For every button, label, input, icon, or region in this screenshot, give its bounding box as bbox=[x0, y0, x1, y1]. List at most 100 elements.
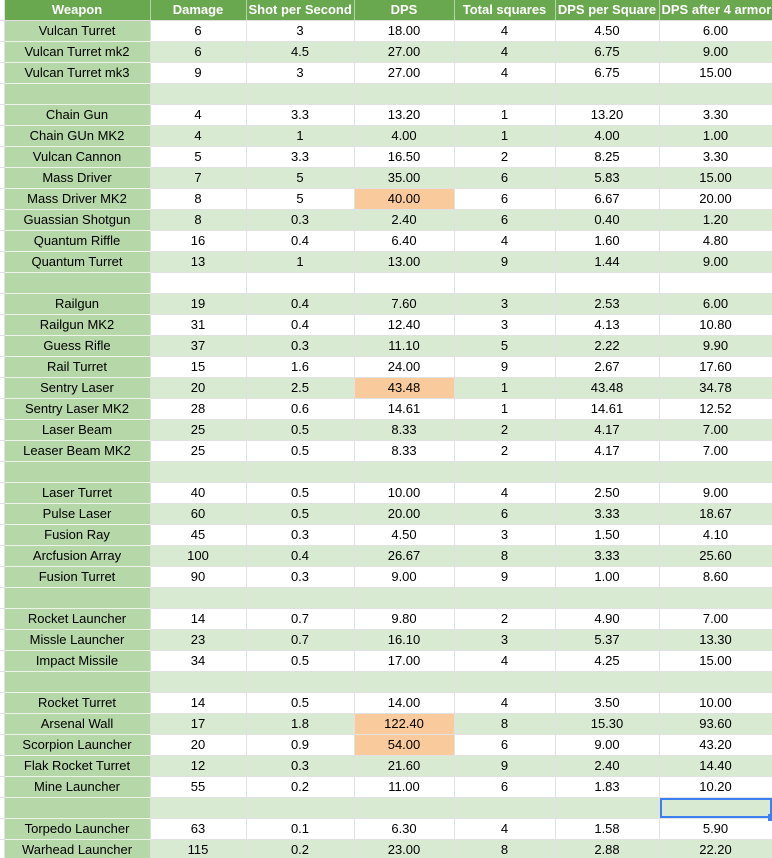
cell[interactable]: 8 bbox=[454, 545, 556, 567]
cell[interactable] bbox=[454, 461, 556, 483]
cell[interactable]: 2 bbox=[454, 608, 556, 630]
weapon-cell[interactable]: Missle Launcher bbox=[4, 629, 151, 651]
cell[interactable]: 13.00 bbox=[354, 251, 455, 273]
cell[interactable]: 6.40 bbox=[354, 230, 455, 252]
cell[interactable]: 4.50 bbox=[555, 20, 660, 42]
cell[interactable]: 11.00 bbox=[354, 776, 455, 798]
cell[interactable]: 55 bbox=[150, 776, 247, 798]
cell[interactable]: 28 bbox=[150, 398, 247, 420]
cell[interactable] bbox=[659, 461, 772, 483]
cell[interactable]: 11.10 bbox=[354, 335, 455, 357]
weapon-cell[interactable]: Warhead Launcher bbox=[4, 839, 151, 858]
weapon-cell[interactable]: Pulse Laser bbox=[4, 503, 151, 525]
cell[interactable]: 14.61 bbox=[354, 398, 455, 420]
cell[interactable]: 8.60 bbox=[659, 566, 772, 588]
cell[interactable] bbox=[150, 797, 247, 819]
weapon-cell[interactable]: Fusion Ray bbox=[4, 524, 151, 546]
cell[interactable]: 5.37 bbox=[555, 629, 660, 651]
cell[interactable]: 6.00 bbox=[659, 20, 772, 42]
cell[interactable]: 5.90 bbox=[659, 818, 772, 840]
cell[interactable]: 14.61 bbox=[555, 398, 660, 420]
cell[interactable]: 13.30 bbox=[659, 629, 772, 651]
weapon-cell[interactable] bbox=[4, 587, 151, 609]
cell[interactable]: 3 bbox=[454, 629, 556, 651]
cell[interactable]: 3 bbox=[246, 20, 355, 42]
cell[interactable]: 35.00 bbox=[354, 167, 455, 189]
cell[interactable] bbox=[454, 587, 556, 609]
cell[interactable]: 60 bbox=[150, 503, 247, 525]
cell[interactable]: 8 bbox=[454, 839, 556, 858]
cell[interactable]: 40.00 bbox=[354, 188, 455, 210]
cell[interactable]: 3.3 bbox=[246, 146, 355, 168]
cell[interactable]: 3.50 bbox=[555, 692, 660, 714]
cell[interactable]: 4.13 bbox=[555, 314, 660, 336]
cell[interactable]: 6 bbox=[454, 503, 556, 525]
cell[interactable]: 24.00 bbox=[354, 356, 455, 378]
cell[interactable]: 4 bbox=[150, 104, 247, 126]
cell[interactable]: 12.52 bbox=[659, 398, 772, 420]
cell[interactable]: 1 bbox=[246, 125, 355, 147]
cell[interactable]: 8 bbox=[150, 188, 247, 210]
cell[interactable] bbox=[354, 587, 455, 609]
cell[interactable] bbox=[454, 671, 556, 693]
cell[interactable]: 16.10 bbox=[354, 629, 455, 651]
cell[interactable]: 34.78 bbox=[659, 377, 772, 399]
cell[interactable]: 23 bbox=[150, 629, 247, 651]
cell[interactable]: 4 bbox=[454, 650, 556, 672]
cell[interactable]: 6 bbox=[150, 41, 247, 63]
cell[interactable]: 9.00 bbox=[659, 251, 772, 273]
cell[interactable]: 25 bbox=[150, 440, 247, 462]
column-header[interactable]: DPS per Square bbox=[555, 0, 660, 21]
cell[interactable]: 21.60 bbox=[354, 755, 455, 777]
weapon-cell[interactable]: Guess Rifle bbox=[4, 335, 151, 357]
cell[interactable]: 4 bbox=[454, 482, 556, 504]
cell[interactable] bbox=[555, 797, 660, 819]
cell[interactable]: 0.4 bbox=[246, 293, 355, 315]
weapon-cell[interactable]: Arsenal Wall bbox=[4, 713, 151, 735]
cell[interactable]: 2.88 bbox=[555, 839, 660, 858]
cell[interactable]: 8.25 bbox=[555, 146, 660, 168]
cell[interactable]: 8.33 bbox=[354, 440, 455, 462]
cell[interactable]: 3 bbox=[246, 62, 355, 84]
cell[interactable]: 2 bbox=[454, 419, 556, 441]
cell[interactable]: 13.20 bbox=[354, 104, 455, 126]
cell[interactable]: 4.50 bbox=[354, 524, 455, 546]
cell[interactable]: 0.5 bbox=[246, 503, 355, 525]
cell[interactable]: 115 bbox=[150, 839, 247, 858]
cell[interactable]: 12.40 bbox=[354, 314, 455, 336]
cell[interactable]: 8.33 bbox=[354, 419, 455, 441]
weapon-cell[interactable]: Laser Turret bbox=[4, 482, 151, 504]
cell[interactable]: 0.4 bbox=[246, 314, 355, 336]
cell[interactable]: 0.3 bbox=[246, 335, 355, 357]
cell[interactable]: 1.20 bbox=[659, 209, 772, 231]
cell[interactable]: 4 bbox=[454, 41, 556, 63]
cell[interactable]: 14 bbox=[150, 608, 247, 630]
weapon-cell[interactable] bbox=[4, 797, 151, 819]
cell[interactable] bbox=[150, 83, 247, 105]
cell[interactable]: 4.00 bbox=[354, 125, 455, 147]
cell[interactable] bbox=[150, 461, 247, 483]
cell[interactable]: 2.22 bbox=[555, 335, 660, 357]
cell[interactable]: 0.5 bbox=[246, 482, 355, 504]
cell[interactable]: 4.25 bbox=[555, 650, 660, 672]
cell[interactable]: 10.20 bbox=[659, 776, 772, 798]
cell[interactable]: 9 bbox=[454, 251, 556, 273]
cell[interactable]: 6 bbox=[454, 209, 556, 231]
cell[interactable]: 4 bbox=[454, 818, 556, 840]
cell[interactable]: 7.00 bbox=[659, 608, 772, 630]
cell[interactable] bbox=[150, 587, 247, 609]
cell[interactable] bbox=[454, 83, 556, 105]
cell[interactable]: 3 bbox=[454, 314, 556, 336]
cell[interactable]: 54.00 bbox=[354, 734, 455, 756]
cell[interactable]: 17 bbox=[150, 713, 247, 735]
weapon-cell[interactable]: Fusion Turret bbox=[4, 566, 151, 588]
cell[interactable]: 20.00 bbox=[659, 188, 772, 210]
cell[interactable]: 4.10 bbox=[659, 524, 772, 546]
cell[interactable]: 9.00 bbox=[555, 734, 660, 756]
cell[interactable]: 8 bbox=[150, 209, 247, 231]
cell[interactable]: 6 bbox=[454, 734, 556, 756]
weapon-cell[interactable]: Vulcan Turret bbox=[4, 20, 151, 42]
cell[interactable]: 9.00 bbox=[659, 482, 772, 504]
weapon-cell[interactable]: Quantum Riffle bbox=[4, 230, 151, 252]
cell[interactable]: 5.83 bbox=[555, 167, 660, 189]
